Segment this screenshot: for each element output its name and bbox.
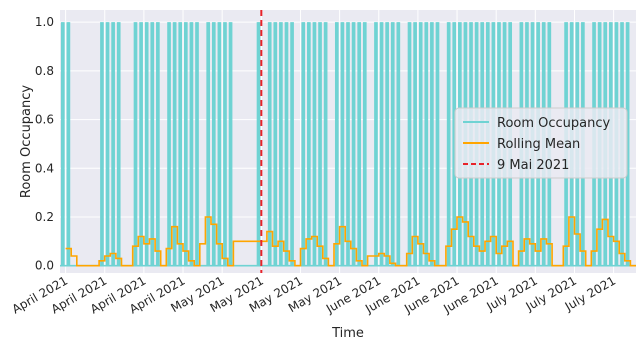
x-axis-label: Time [331, 326, 364, 341]
y-tick-label: 0.6 [35, 113, 54, 127]
legend: Room Occupancy Rolling Mean 9 Mai 2021 [454, 107, 628, 179]
rolling-mean-line [65, 216, 636, 267]
legend-box [454, 107, 628, 179]
legend-label: 9 Mai 2021 [497, 158, 569, 173]
y-tick-label: 0.2 [35, 210, 54, 224]
y-tick-label: 0.0 [35, 259, 54, 273]
y-axis-label: Room Occupancy [19, 85, 34, 199]
legend-label: Room Occupancy [497, 116, 611, 131]
y-tick-label: 0.8 [35, 64, 54, 78]
y-tick-label: 0.4 [35, 161, 54, 175]
y-tick-label: 1.0 [35, 15, 54, 29]
legend-label: Rolling Mean [497, 137, 580, 152]
